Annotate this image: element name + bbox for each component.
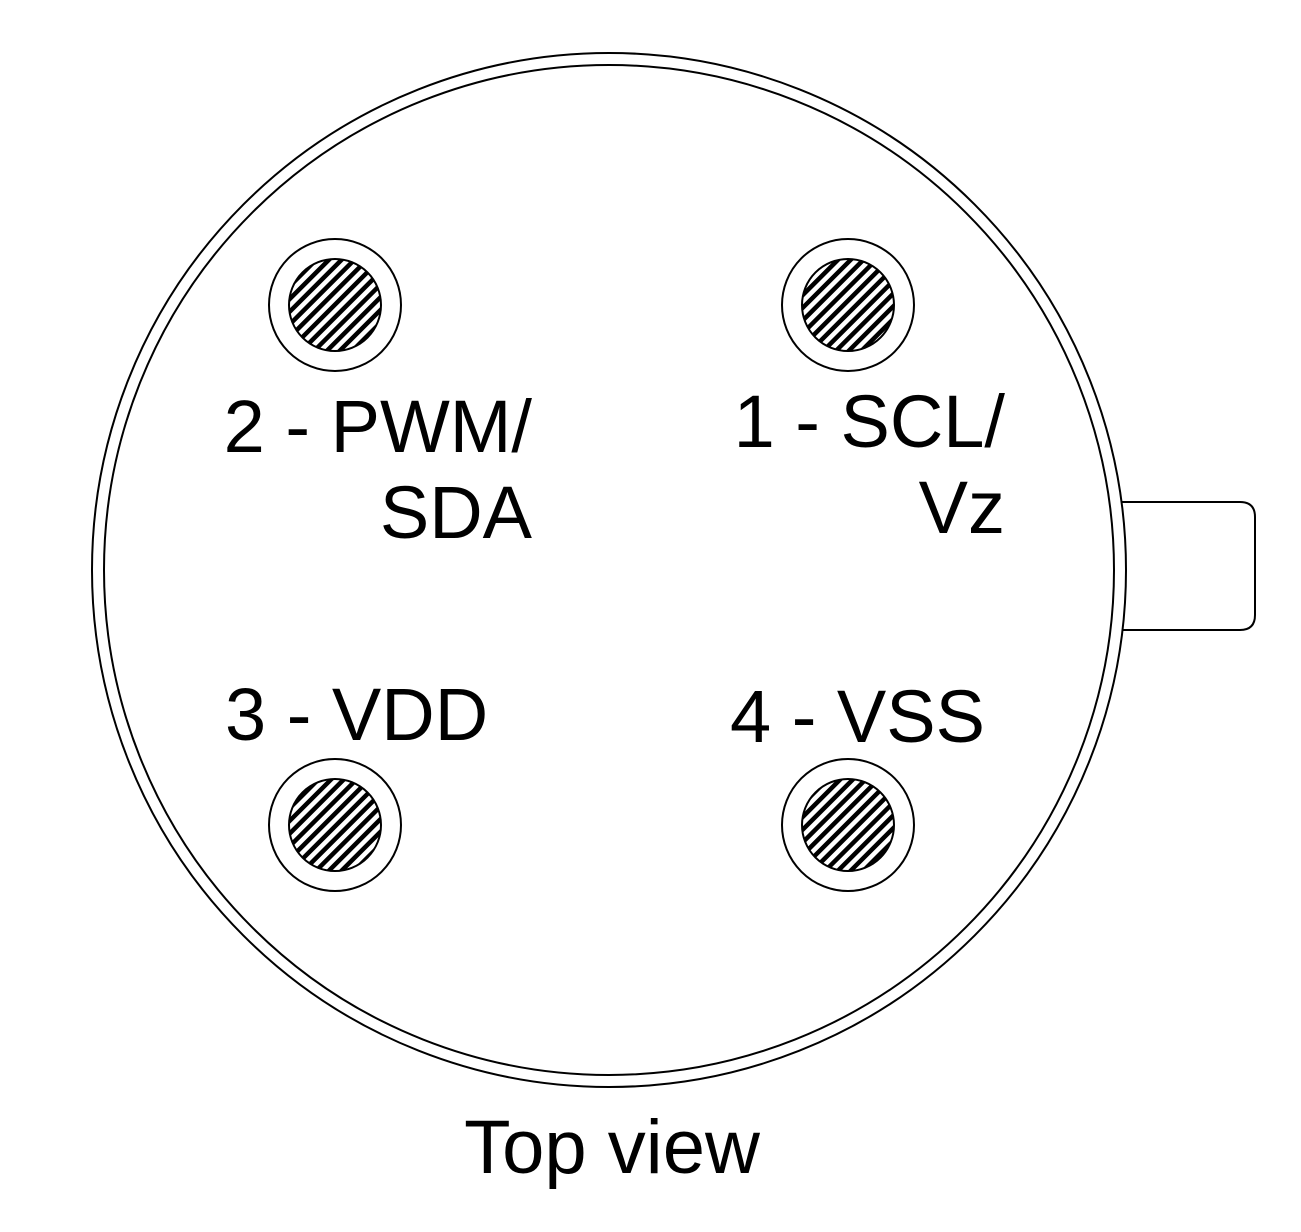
connector-key-tab	[1108, 501, 1256, 631]
sensor-body-outer	[91, 52, 1127, 1088]
pin-2-label-line1: 2 - PWM/	[224, 385, 533, 468]
pin-4-label: 4 - VSS	[730, 675, 985, 758]
pin-1-label-line1: 1 - SCL/	[734, 380, 1006, 463]
pin-3	[268, 758, 402, 892]
pin-2	[268, 238, 402, 372]
pin-4	[781, 758, 915, 892]
pin-2-contact	[288, 258, 382, 352]
pin-1	[781, 238, 915, 372]
pin-1-label-line2: Vz	[919, 466, 1005, 549]
pin-2-label-line2: SDA	[380, 471, 533, 554]
pin-3-label: 3 - VDD	[225, 673, 488, 756]
pin-4-contact	[801, 778, 895, 872]
view-caption: Top view	[464, 1105, 761, 1190]
sensor-body-inner	[103, 64, 1115, 1076]
pin-3-contact	[288, 778, 382, 872]
pin-1-contact	[801, 258, 895, 352]
